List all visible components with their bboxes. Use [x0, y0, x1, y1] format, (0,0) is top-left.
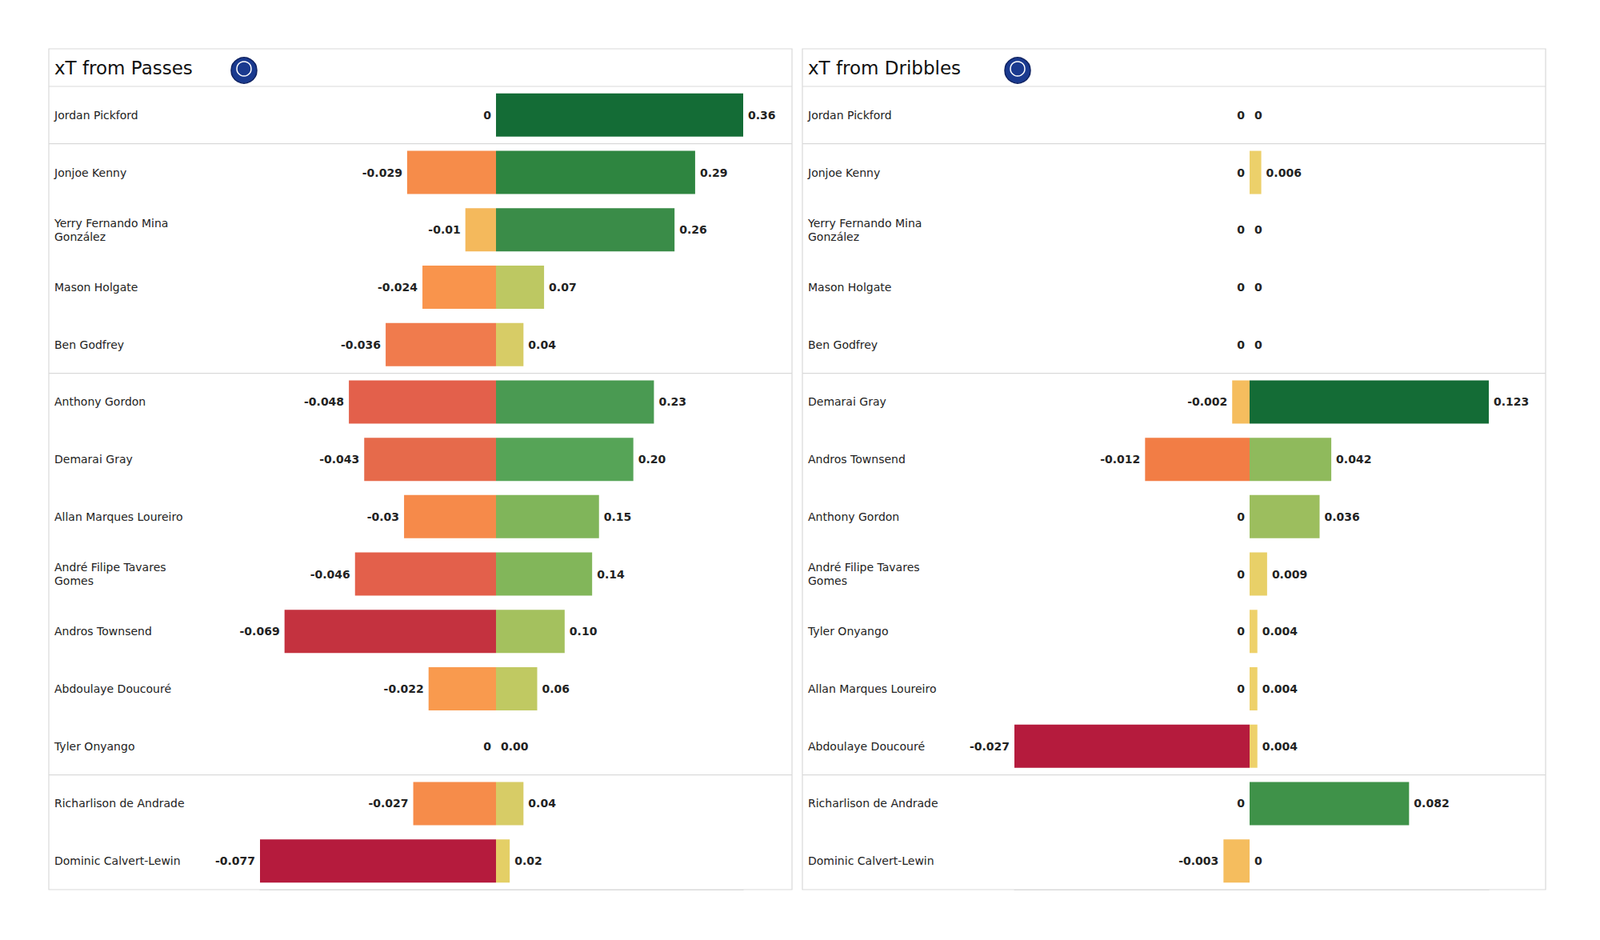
- svg-text:0: 0: [1236, 108, 1245, 122]
- svg-text:Anthony Gordon: Anthony Gordon: [808, 510, 900, 524]
- svg-text:-0.03: -0.03: [367, 510, 400, 524]
- svg-text:Mason Holgate: Mason Holgate: [54, 280, 138, 294]
- svg-text:-0.01: -0.01: [428, 223, 460, 236]
- svg-text:Ben Godfrey: Ben Godfrey: [808, 338, 878, 352]
- svg-text:Mason Holgate: Mason Holgate: [808, 280, 892, 294]
- svg-text:-0.024: -0.024: [377, 280, 418, 294]
- svg-text:André Filipe Tavares: André Filipe Tavares: [808, 560, 924, 574]
- svg-text:0: 0: [1236, 338, 1245, 352]
- svg-text:Abdoulaye Doucouré: Abdoulaye Doucouré: [808, 740, 925, 753]
- svg-text:-0.043: -0.043: [319, 452, 360, 466]
- svg-text:0: 0: [1236, 682, 1245, 696]
- svg-text:Dominic Calvert-Lewin: Dominic Calvert-Lewin: [808, 854, 935, 868]
- svg-text:Tyler Onyango: Tyler Onyango: [807, 624, 888, 638]
- svg-text:Andros Townsend: Andros Townsend: [808, 452, 906, 466]
- svg-text:Yerry Fernando Mina: Yerry Fernando Mina: [807, 216, 926, 230]
- svg-text:0: 0: [1236, 796, 1245, 810]
- svg-text:0: 0: [1236, 568, 1245, 581]
- svg-text:Ben Godfrey: Ben Godfrey: [54, 338, 124, 352]
- svg-text:0.04: 0.04: [528, 338, 556, 352]
- svg-text:0.23: 0.23: [658, 395, 687, 408]
- svg-text:0: 0: [1236, 510, 1245, 524]
- svg-text:0.00: 0.00: [500, 740, 529, 753]
- svg-text:0: 0: [1236, 624, 1245, 638]
- svg-text:-0.029: -0.029: [362, 166, 403, 180]
- svg-text:0: 0: [1254, 108, 1263, 122]
- svg-text:Tyler Onyango: Tyler Onyango: [53, 740, 135, 753]
- svg-text:-0.036: -0.036: [340, 338, 381, 352]
- svg-text:González: González: [808, 230, 860, 244]
- svg-text:0.123: 0.123: [1493, 395, 1529, 408]
- svg-text:Jonjoe Kenny: Jonjoe Kenny: [53, 166, 127, 180]
- svg-text:Demarai Gray: Demarai Gray: [808, 395, 887, 408]
- svg-text:Gomes: Gomes: [808, 574, 848, 588]
- svg-text:Jordan Pickford: Jordan Pickford: [807, 108, 892, 122]
- svg-text:0: 0: [1236, 166, 1245, 180]
- svg-text:André Filipe Tavares: André Filipe Tavares: [54, 560, 170, 574]
- svg-text:González: González: [54, 230, 106, 244]
- svg-text:Richarlison de Andrade: Richarlison de Andrade: [54, 796, 185, 810]
- svg-text:-0.002: -0.002: [1187, 395, 1228, 408]
- svg-text:-0.003: -0.003: [1178, 854, 1219, 868]
- svg-text:-0.022: -0.022: [384, 682, 424, 696]
- svg-text:0.29: 0.29: [700, 166, 728, 180]
- svg-text:0.009: 0.009: [1272, 568, 1308, 581]
- svg-text:0: 0: [1254, 280, 1263, 294]
- svg-text:-0.012: -0.012: [1100, 452, 1140, 466]
- svg-text:0.20: 0.20: [638, 452, 667, 466]
- svg-text:0.004: 0.004: [1262, 682, 1299, 696]
- svg-text:0: 0: [1254, 338, 1263, 352]
- svg-text:0.04: 0.04: [528, 796, 556, 810]
- svg-text:Abdoulaye Doucouré: Abdoulaye Doucouré: [54, 682, 172, 696]
- svg-text:-0.046: -0.046: [310, 568, 351, 581]
- svg-text:0: 0: [1254, 854, 1263, 868]
- svg-text:0: 0: [1254, 223, 1263, 236]
- svg-text:0.14: 0.14: [596, 568, 625, 581]
- svg-text:-0.077: -0.077: [215, 854, 256, 868]
- svg-text:-0.048: -0.048: [304, 395, 344, 408]
- svg-text:0.004: 0.004: [1262, 740, 1299, 753]
- svg-text:0.036: 0.036: [1324, 510, 1360, 524]
- svg-text:Anthony Gordon: Anthony Gordon: [54, 395, 146, 408]
- svg-text:0.042: 0.042: [1336, 452, 1372, 466]
- svg-text:Allan Marques Loureiro: Allan Marques Loureiro: [54, 510, 184, 524]
- svg-text:0: 0: [1236, 280, 1245, 294]
- svg-text:-0.027: -0.027: [969, 740, 1010, 753]
- svg-text:0.07: 0.07: [548, 280, 577, 294]
- svg-text:Andros Townsend: Andros Townsend: [54, 624, 152, 638]
- svg-text:0.02: 0.02: [514, 854, 543, 868]
- svg-text:0.26: 0.26: [679, 223, 708, 236]
- svg-text:0.082: 0.082: [1413, 796, 1449, 810]
- svg-text:Allan Marques Loureiro: Allan Marques Loureiro: [808, 682, 937, 696]
- svg-text:0.36: 0.36: [748, 108, 776, 122]
- svg-text:-0.069: -0.069: [240, 624, 280, 638]
- svg-text:xT from Passes: xT from Passes: [54, 57, 193, 79]
- svg-text:Richarlison de Andrade: Richarlison de Andrade: [808, 796, 939, 810]
- svg-text:Gomes: Gomes: [54, 574, 94, 588]
- svg-text:0.10: 0.10: [569, 624, 598, 638]
- svg-text:0: 0: [1236, 223, 1245, 236]
- svg-text:0.004: 0.004: [1262, 624, 1299, 638]
- svg-text:0: 0: [483, 740, 492, 753]
- svg-text:Jordan Pickford: Jordan Pickford: [53, 108, 139, 122]
- svg-text:-0.027: -0.027: [368, 796, 408, 810]
- svg-text:Demarai Gray: Demarai Gray: [54, 452, 133, 466]
- svg-text:Dominic Calvert-Lewin: Dominic Calvert-Lewin: [54, 854, 181, 868]
- svg-text:0: 0: [483, 108, 492, 122]
- svg-text:xT from Dribbles: xT from Dribbles: [808, 57, 961, 79]
- svg-text:0.15: 0.15: [604, 510, 632, 524]
- svg-text:Jonjoe Kenny: Jonjoe Kenny: [807, 166, 880, 180]
- svg-text:0.06: 0.06: [542, 682, 571, 696]
- svg-text:0.006: 0.006: [1266, 166, 1302, 180]
- svg-text:Yerry Fernando Mina: Yerry Fernando Mina: [53, 216, 172, 230]
